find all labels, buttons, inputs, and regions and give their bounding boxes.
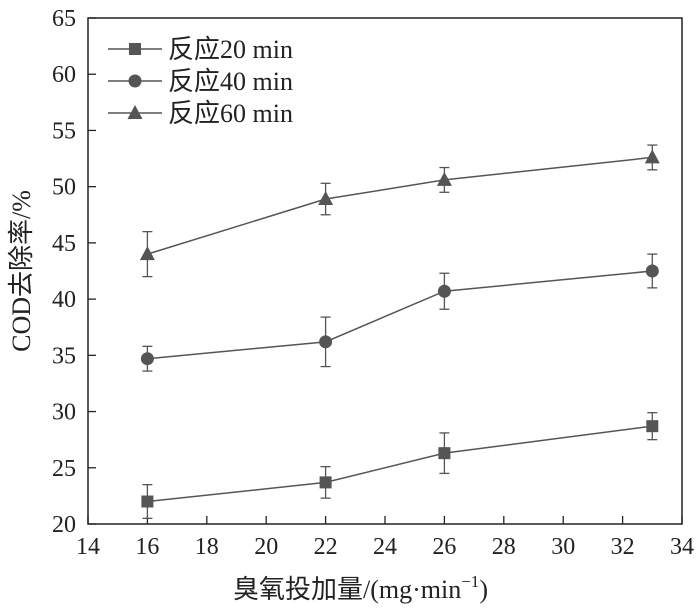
x-tick-label: 30 <box>551 534 575 560</box>
series-layer <box>139 144 660 520</box>
y-tick-label: 20 <box>52 512 76 538</box>
series-line <box>147 156 653 255</box>
data-point <box>140 352 154 366</box>
x-tick-label: 14 <box>76 534 100 560</box>
x-tick-label: 32 <box>611 534 635 560</box>
legend-item-3: 反应60 min <box>108 99 293 128</box>
x-tick-label: 26 <box>432 534 456 560</box>
x-tick-label: 16 <box>135 534 159 560</box>
data-point <box>436 171 452 186</box>
y-tick-label: 55 <box>52 118 76 144</box>
data-point <box>141 495 154 508</box>
x-tick-label: 34 <box>670 534 694 560</box>
series-line <box>147 270 653 360</box>
series-2 <box>140 253 659 372</box>
y-tick-label: 65 <box>52 6 76 32</box>
x-axis-title-superscript: −1 <box>461 572 479 591</box>
x-axis-title-suffix: ) <box>479 575 488 604</box>
series-line <box>147 425 653 503</box>
data-point <box>319 476 332 489</box>
y-tick-label: 45 <box>52 231 76 257</box>
data-point <box>644 149 660 164</box>
legend-item-1: 反应20 min <box>108 35 293 64</box>
data-point <box>437 284 451 298</box>
y-tick-label: 60 <box>52 62 76 88</box>
x-tick-label: 24 <box>373 534 397 560</box>
legend: 反应20 min 反应40 min 反应60 min <box>108 35 293 128</box>
x-tick-label: 22 <box>314 534 338 560</box>
axes: 14 16 18 20 22 24 26 28 30 32 34 20 25 30 35 40 45 50 55 60… <box>52 6 694 560</box>
series-1 <box>141 412 659 520</box>
x-tick-label: 18 <box>195 534 219 560</box>
legend-marker <box>129 43 141 55</box>
x-tick-label: 28 <box>492 534 516 560</box>
y-axis-title: COD去除率/% <box>7 190 36 352</box>
x-axis-title-main: 臭氧投加量/(mg·min <box>233 575 461 604</box>
y-tick-label: 25 <box>52 456 76 482</box>
data-point <box>646 420 659 433</box>
y-tick-label: 30 <box>52 400 76 426</box>
x-axis-title: 臭氧投加量/(mg·min−1) <box>233 572 488 604</box>
data-point <box>319 335 333 349</box>
legend-label: 反应40 min <box>168 67 293 96</box>
series-3 <box>139 144 660 278</box>
data-point <box>318 191 334 206</box>
x-tick-label: 20 <box>254 534 278 560</box>
data-point <box>438 447 451 460</box>
y-tick-label: 50 <box>52 175 76 201</box>
legend-label: 反应60 min <box>168 99 293 128</box>
legend-marker <box>127 105 143 119</box>
legend-label: 反应20 min <box>168 35 293 64</box>
legend-marker <box>128 74 142 88</box>
data-point <box>139 246 155 261</box>
y-tick-label: 35 <box>52 343 76 369</box>
data-point <box>645 264 659 278</box>
y-tick-label: 40 <box>52 287 76 313</box>
legend-item-2: 反应40 min <box>108 67 293 96</box>
